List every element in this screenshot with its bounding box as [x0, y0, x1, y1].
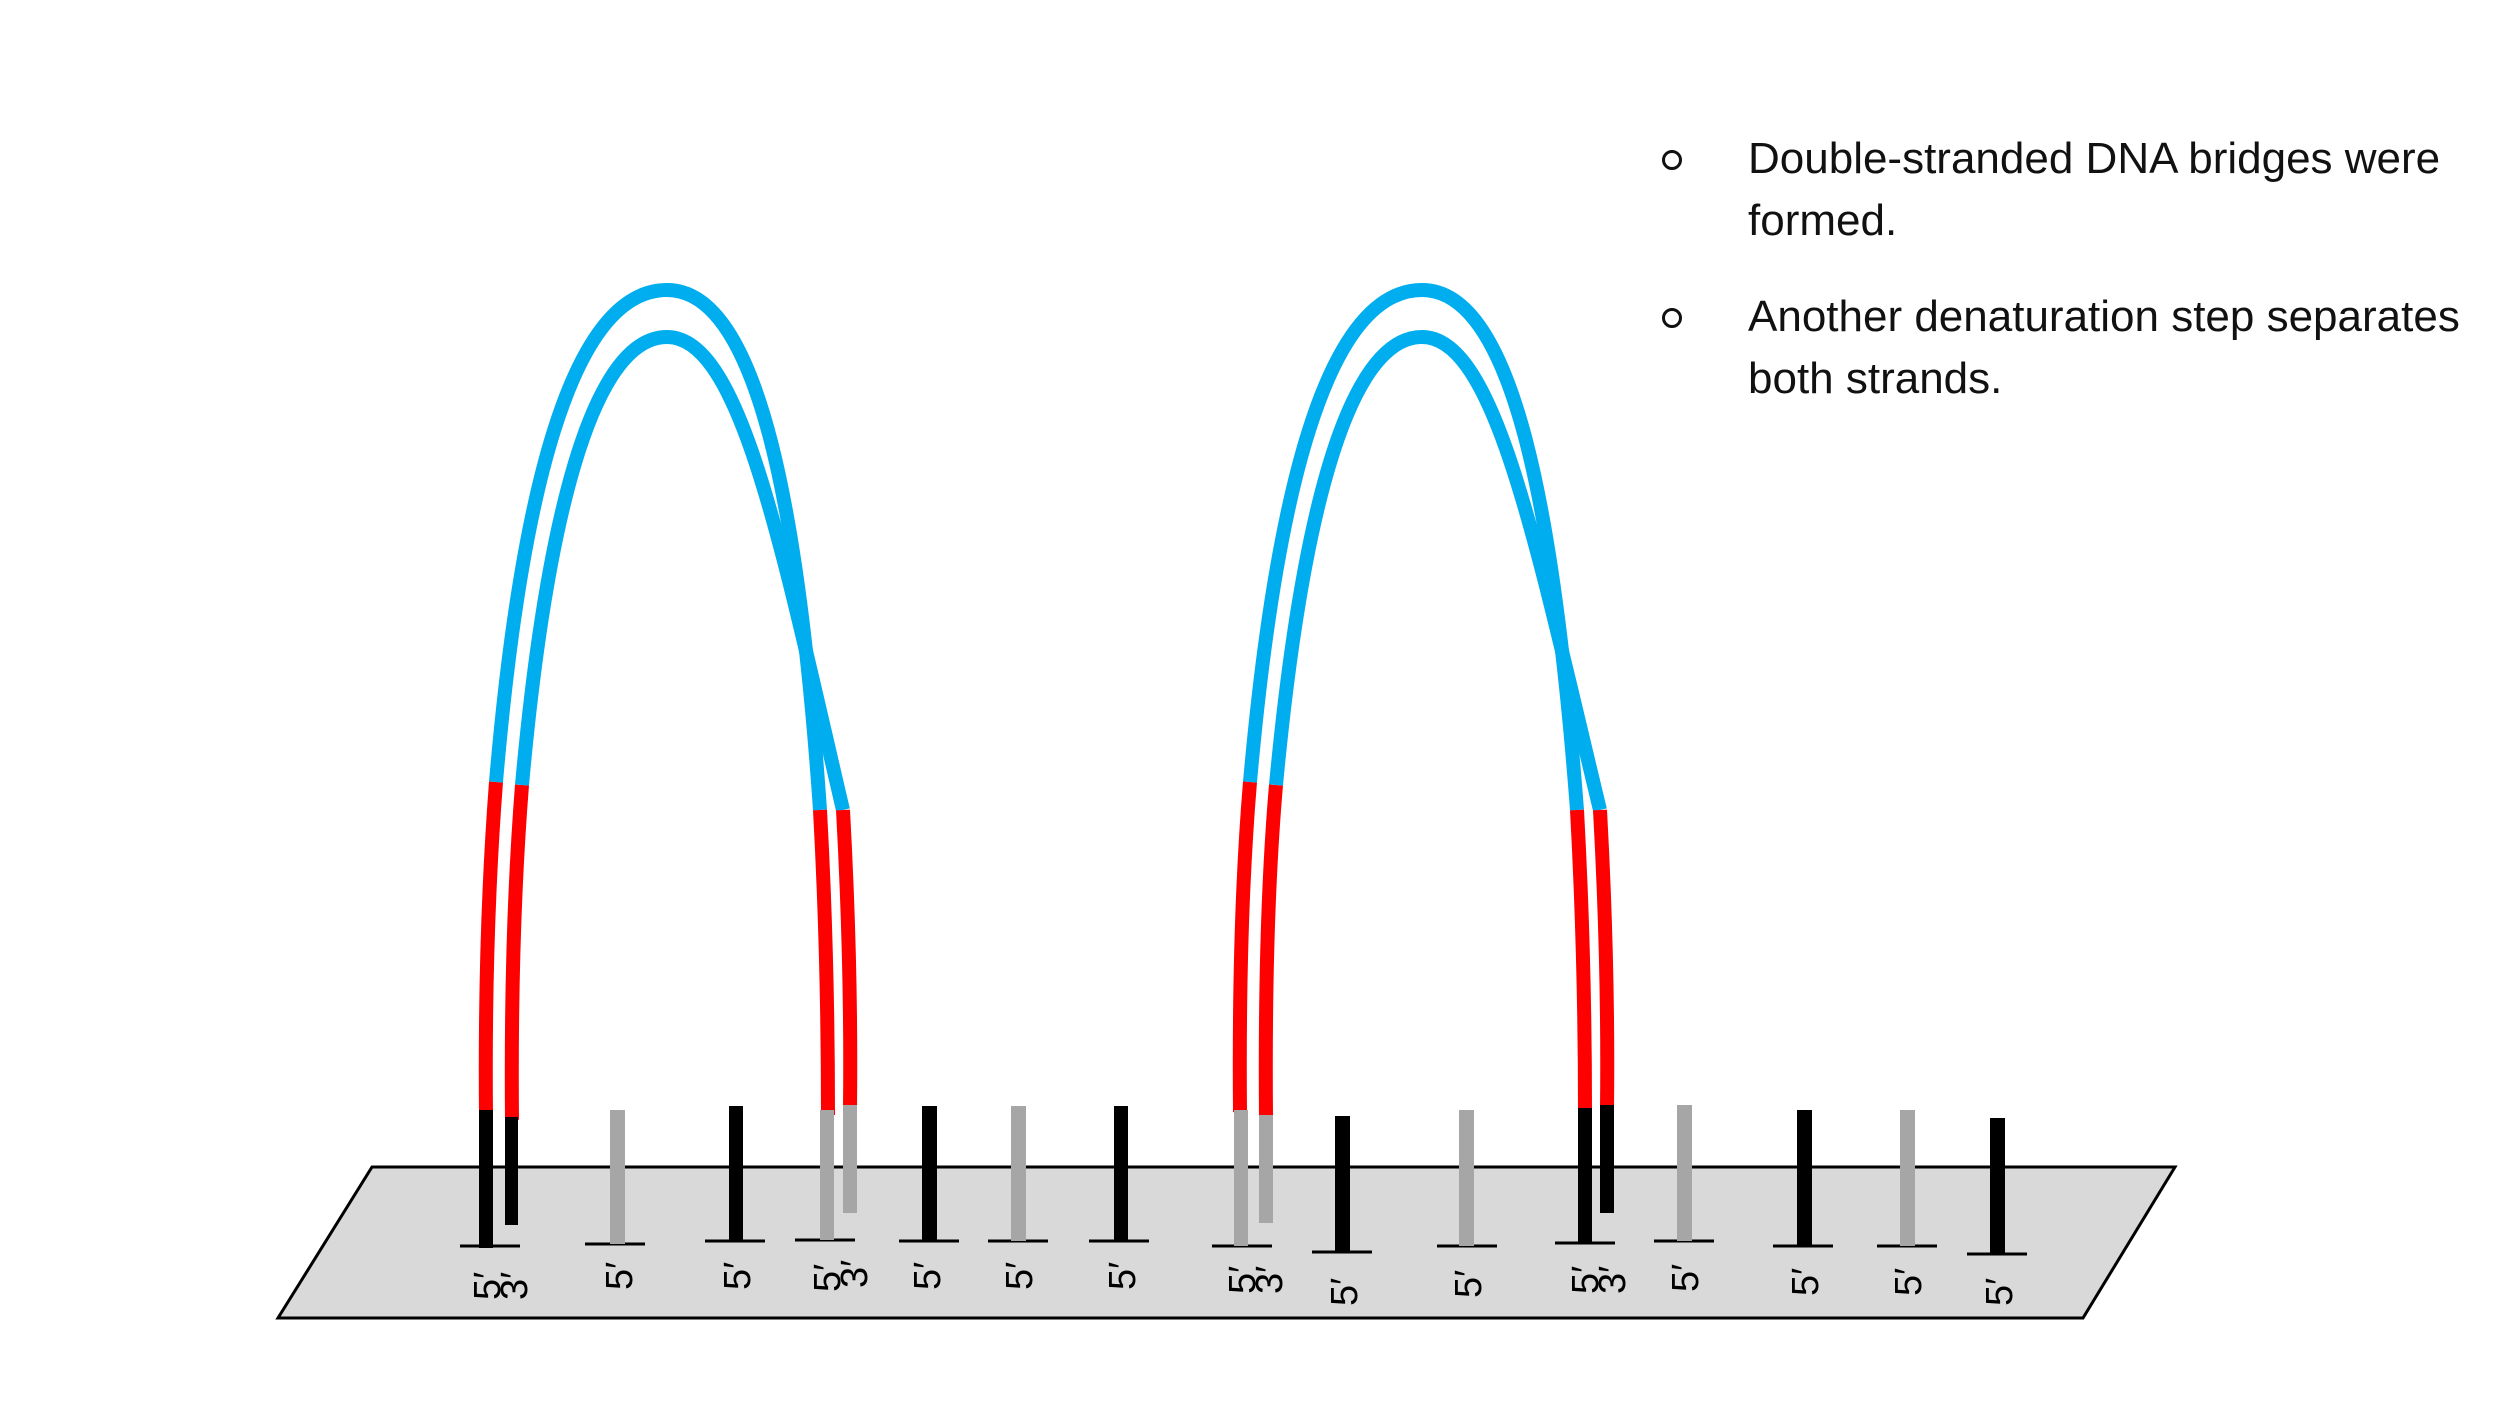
hollow-circle-bullet-icon	[1662, 308, 1682, 328]
primer-black	[1600, 1105, 1614, 1213]
five-prime-label: 5′	[1222, 1266, 1264, 1294]
primer-gray	[1900, 1110, 1915, 1246]
primer-gray	[1259, 1115, 1273, 1223]
five-prime-label: 5′	[1565, 1266, 1607, 1294]
five-prime-label: 5′	[599, 1262, 641, 1290]
bridge-1-inner-adapter-right	[836, 809, 858, 1109]
primer-black	[1990, 1118, 2005, 1254]
primer-black	[479, 1110, 493, 1248]
bridge-1-inner-template	[515, 329, 850, 812]
dna-bridge-2	[1232, 282, 1615, 1117]
five-prime-label: 5′	[1979, 1278, 2021, 1306]
note-text: Another denaturation step separates both…	[1748, 292, 2460, 403]
bridge-2-outer-adapter-left	[1232, 781, 1257, 1113]
five-prime-label: 5′	[1665, 1264, 1707, 1292]
primer-gray	[1677, 1105, 1692, 1241]
five-prime-label: 5′	[1888, 1268, 1930, 1296]
bridge-2-inner-adapter-left	[1258, 784, 1283, 1117]
primer-gray	[1459, 1110, 1474, 1246]
anchor-pair-3	[1212, 1110, 1273, 1248]
primer-black	[1578, 1108, 1592, 1243]
strand-end-labels: 5′ 3′ 5′ 5′ 5′ 3′ 5′ 5′ 5′ 5′ 3′ 5′ 5′ 5…	[467, 1260, 2021, 1306]
bridge-2-outer-template	[1243, 282, 1584, 811]
primer-gray	[610, 1110, 625, 1244]
three-prime-label: 3′	[1592, 1266, 1634, 1294]
note-item: Another denaturation step separates both…	[1640, 286, 2460, 410]
anchor-pair-4	[1555, 1105, 1615, 1245]
primer-black	[922, 1106, 937, 1241]
bridge-2-outer-adapter-right	[1570, 809, 1592, 1113]
primer-gray	[843, 1105, 857, 1213]
dna-bridge-1	[478, 282, 858, 1121]
five-prime-label: 5′	[1102, 1262, 1144, 1290]
five-prime-label: 5′	[807, 1264, 849, 1292]
notes-list: Double-stranded DNA bridges were formed.…	[1640, 128, 2460, 444]
five-prime-label: 5′	[1785, 1268, 1827, 1296]
note-text: Double-stranded DNA bridges were formed.	[1748, 134, 2441, 245]
bridge-2-inner-template	[1269, 329, 1607, 812]
hollow-circle-bullet-icon	[1662, 150, 1682, 170]
anchor-pair-2	[795, 1105, 857, 1242]
three-prime-label: 3′	[834, 1260, 876, 1288]
three-prime-label: 3′	[1249, 1266, 1291, 1294]
primer-black	[505, 1117, 518, 1225]
five-prime-label: 5′	[717, 1262, 759, 1290]
five-prime-label: 5′	[1324, 1278, 1366, 1306]
five-prime-label: 5′	[999, 1262, 1041, 1290]
bridge-1-outer-adapter-left	[478, 781, 503, 1116]
primer-gray	[1234, 1110, 1248, 1246]
five-prime-label: 5′	[1448, 1270, 1490, 1298]
primer-black	[1335, 1116, 1350, 1252]
primer-gray	[1011, 1106, 1026, 1241]
primer-black	[1797, 1110, 1812, 1246]
free-primers	[585, 1105, 2027, 1256]
flow-cell-surface	[275, 1165, 2178, 1320]
bridge-1-outer-adapter-right	[813, 809, 835, 1116]
primer-black	[1114, 1106, 1128, 1241]
three-prime-label: 3′	[494, 1272, 536, 1300]
primer-black	[729, 1106, 743, 1241]
five-prime-label: 5′	[907, 1262, 949, 1290]
bridge-2-inner-adapter-right	[1593, 809, 1615, 1109]
primer-gray	[820, 1110, 834, 1240]
bridge-1-outer-template	[489, 282, 827, 811]
anchor-pair-1	[460, 1110, 520, 1248]
five-prime-label: 5′	[467, 1272, 509, 1300]
bridge-1-inner-adapter-left	[504, 784, 529, 1121]
note-item: Double-stranded DNA bridges were formed.	[1640, 128, 2460, 252]
